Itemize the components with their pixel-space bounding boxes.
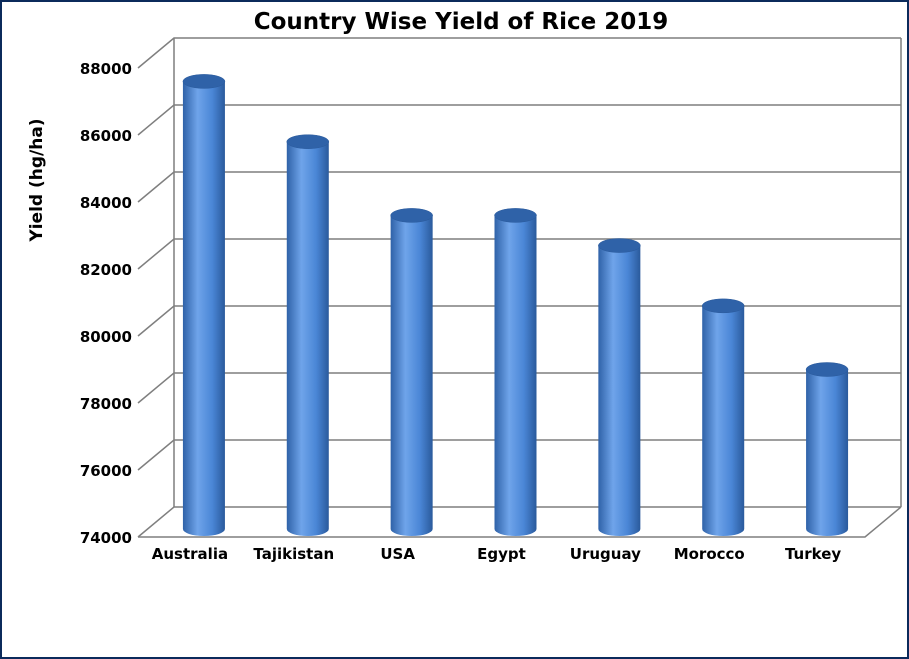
- y-tick-label: 82000: [80, 261, 132, 279]
- y-ticks: 74000 76000 78000 80000 82000 84000 86000 88000: [80, 60, 132, 547]
- bar-body: [286, 141, 329, 537]
- bar-body: [702, 305, 745, 537]
- bar: [805, 362, 849, 537]
- gridline: [137, 171, 901, 203]
- bar-top: [805, 362, 849, 377]
- category-label: Uruguay: [570, 545, 641, 563]
- bar-top: [494, 208, 537, 223]
- bar-top: [182, 74, 226, 89]
- bar-body: [494, 215, 537, 537]
- floor-edge: [138, 506, 902, 538]
- bar: [390, 208, 433, 537]
- y-tick-label: 78000: [80, 395, 132, 413]
- y-tick-label: 80000: [80, 328, 132, 346]
- category-label: Tajikistan: [253, 545, 334, 563]
- bar-top: [598, 238, 641, 253]
- bar-body: [390, 215, 433, 537]
- category-label: Morocco: [674, 545, 745, 563]
- gridlines: [137, 37, 902, 538]
- x-categories: Australia Tajikistan USA Egypt Uruguay Morocc…: [152, 545, 842, 563]
- bar-top: [701, 298, 745, 314]
- bar-top: [390, 208, 433, 223]
- y-tick-label: 84000: [80, 194, 132, 212]
- bar: [286, 134, 330, 537]
- bar: [494, 208, 537, 537]
- category-label: USA: [380, 545, 415, 563]
- y-tick-label: 74000: [80, 529, 132, 547]
- bar: [701, 298, 745, 537]
- bars: [182, 74, 849, 537]
- category-label: Egypt: [477, 545, 526, 563]
- bar-body: [598, 245, 641, 537]
- chart-title: Country Wise Yield of Rice 2019: [254, 9, 668, 35]
- bar-top: [286, 134, 330, 149]
- y-axis-label: Yield (hg/ha): [27, 118, 47, 242]
- gridline: [137, 104, 901, 136]
- bar-body: [806, 369, 849, 537]
- gridline: [137, 37, 901, 69]
- bar: [598, 238, 641, 537]
- gridline: [137, 305, 901, 337]
- bar-body: [182, 81, 225, 537]
- bar: [182, 74, 226, 537]
- y-tick-label: 76000: [80, 462, 132, 480]
- gridline: [137, 506, 901, 538]
- gridline: [137, 439, 901, 471]
- y-tick-label: 88000: [80, 60, 132, 78]
- y-tick-label: 86000: [80, 127, 132, 145]
- gridline: [137, 372, 901, 404]
- category-label: Australia: [152, 545, 228, 563]
- category-label: Turkey: [785, 545, 841, 563]
- gridline: [137, 238, 901, 270]
